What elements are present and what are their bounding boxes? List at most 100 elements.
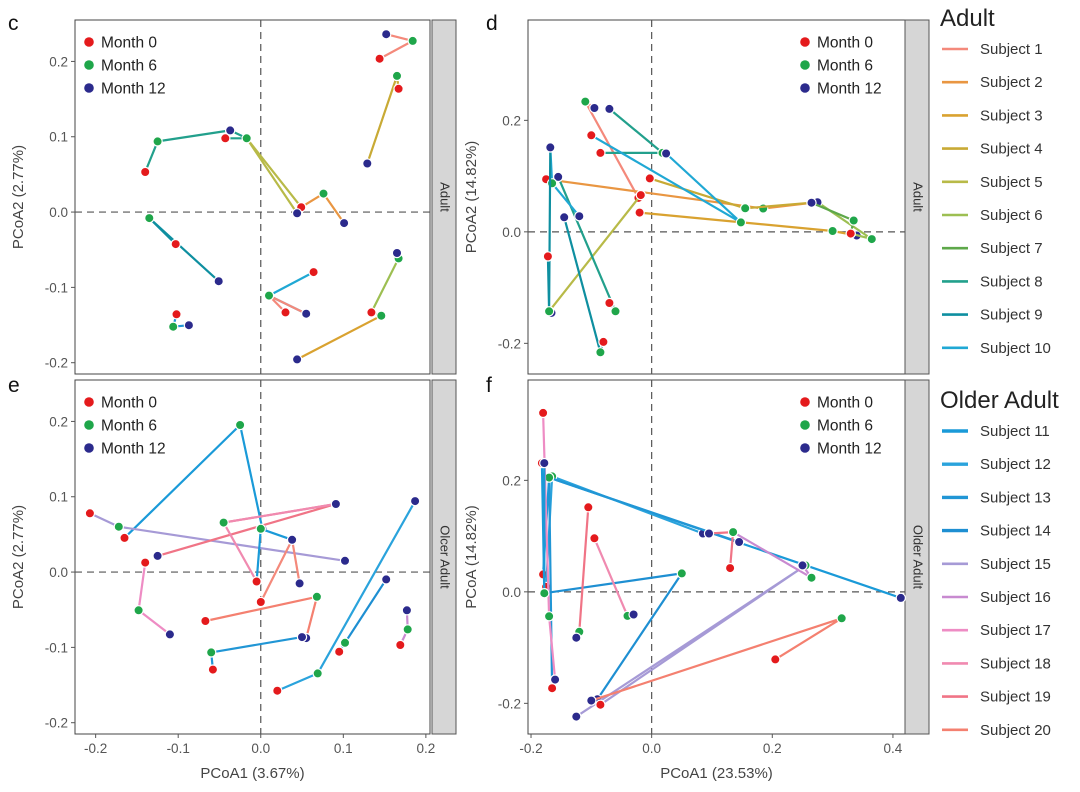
subject-legend-title: Adult (940, 5, 995, 32)
subject-legend-label: Subject 19 (980, 689, 1051, 706)
panels-layer: Adult -0.2 -0.1 0.0 0.1 0.2 PCoA2 (2.77%) Month… (10, 19, 930, 782)
y-axis-title: PCoA2 (14.82%) (463, 141, 480, 254)
point-month-0 (604, 297, 615, 309)
subject-trajectory (218, 498, 342, 587)
point-month-12 (574, 210, 585, 222)
legend-label-month-12: Month 12 (817, 441, 882, 458)
point-month-12 (286, 534, 298, 546)
point-month-0 (308, 266, 319, 278)
legend-label-month-6: Month 6 (817, 418, 873, 435)
legend-marker-month-0 (800, 37, 810, 47)
point-month-12 (391, 247, 403, 259)
point-month-0 (139, 166, 151, 178)
point-month-6 (836, 613, 847, 624)
point-month-6 (546, 178, 558, 189)
point-month-12 (703, 528, 715, 539)
point-month-0 (644, 173, 656, 184)
point-month-0 (634, 207, 645, 218)
point-month-0 (139, 557, 151, 568)
x-tick-label: -0.1 (167, 741, 190, 756)
subject-trajectory (144, 212, 224, 287)
point-month-0 (393, 83, 404, 95)
subject-legend-label: Subject 3 (980, 107, 1043, 124)
subject-trajectory (205, 631, 308, 675)
point-month-0 (395, 639, 406, 651)
point-month-12 (797, 560, 808, 571)
subject-legend-label: Subject 12 (980, 456, 1051, 473)
point-month-6 (827, 225, 838, 237)
facet-strip-label: Older Adult (911, 525, 926, 590)
point-month-0 (537, 407, 549, 419)
month-legend: Month 0 Month 6 Month 12 (800, 35, 882, 98)
subject-trajectory (559, 212, 609, 358)
panel-letter-e: e (8, 374, 20, 397)
y-tick-label: 0.0 (502, 225, 521, 240)
point-month-12 (339, 555, 351, 567)
point-month-0 (598, 336, 609, 348)
point-month-6 (727, 526, 739, 538)
y-tick-label: 0.0 (502, 585, 521, 600)
point-month-12 (152, 550, 163, 562)
subject-legend: Adult Subject 1 Subject 2 Subject 3 Subject … (940, 5, 1059, 739)
subject-trajectory (272, 495, 421, 696)
point-month-0 (845, 228, 856, 239)
month-legend: Month 0 Month 6 Month 12 (84, 35, 166, 98)
x-axis-title: PCoA1 (3.67%) (200, 765, 304, 782)
panel-letter-d: d (486, 12, 498, 35)
point-month-6 (218, 517, 229, 528)
legend-label-month-0: Month 0 (101, 35, 157, 52)
x-tick-label: -0.2 (84, 741, 107, 756)
point-month-6 (806, 572, 817, 583)
y-tick-label: 0.1 (49, 490, 68, 505)
point-month-0 (251, 576, 262, 587)
point-month-12 (660, 148, 672, 159)
y-tick-label: -0.2 (45, 356, 68, 371)
point-month-6 (133, 605, 144, 616)
point-month-6 (167, 321, 179, 332)
legend-marker-month-6 (84, 60, 94, 70)
point-month-6 (205, 647, 217, 658)
point-month-12 (559, 212, 570, 223)
point-month-12 (164, 629, 176, 640)
point-month-6 (376, 310, 387, 321)
facet-strip (904, 19, 930, 375)
legend-label-month-6: Month 6 (101, 418, 157, 435)
point-month-12 (895, 592, 907, 604)
legend-label-month-0: Month 0 (101, 395, 157, 412)
legend-marker-month-12 (800, 443, 810, 453)
subject-legend-label: Subject 15 (980, 556, 1051, 573)
point-month-12 (296, 631, 308, 643)
point-month-12 (604, 103, 615, 115)
point-month-6 (391, 70, 403, 82)
facet-strip (431, 19, 457, 375)
y-tick-label: -0.1 (45, 280, 68, 295)
legend-label-month-6: Month 6 (101, 58, 157, 75)
subject-trajectory (586, 130, 747, 228)
point-month-12 (213, 276, 224, 287)
point-month-12 (733, 536, 745, 548)
point-month-12 (381, 574, 392, 585)
point-month-6 (263, 290, 275, 301)
facet-strip (431, 379, 457, 735)
point-month-0 (546, 683, 558, 694)
subject-trajectory (362, 70, 404, 169)
subject-legend-label: Subject 20 (980, 722, 1051, 739)
subject-trajectory (395, 605, 413, 651)
point-month-6 (241, 133, 252, 144)
subject-trajectory (542, 142, 556, 317)
point-month-6 (152, 136, 163, 147)
subject-legend-label: Subject 6 (980, 207, 1043, 224)
subject-trajectory (571, 502, 594, 643)
point-month-0 (272, 685, 283, 696)
legend-label-month-12: Month 12 (817, 81, 882, 98)
point-month-6 (144, 212, 155, 224)
point-month-12 (539, 457, 550, 469)
subject-legend-label: Subject 1 (980, 41, 1043, 58)
point-month-0 (200, 615, 211, 627)
point-month-12 (401, 605, 413, 616)
subject-trajectory (374, 29, 418, 64)
point-month-0 (280, 307, 291, 318)
y-tick-label: -0.2 (45, 716, 68, 731)
point-month-6 (339, 637, 351, 649)
legend-label-month-0: Month 0 (817, 395, 873, 412)
